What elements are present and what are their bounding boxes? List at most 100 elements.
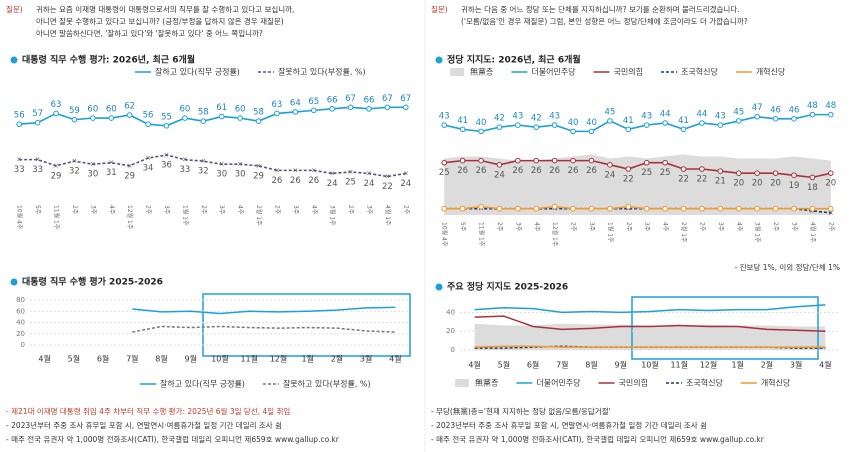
marker: × [256,162,262,170]
marker [90,115,96,121]
x-tick-label: 4주 [108,205,115,215]
x-tick-label: 4주 [533,222,540,232]
marker [478,203,484,210]
x-tick-label: 4월 [468,360,480,370]
x-tick-label: 5주 [459,222,466,232]
legend-label: 더불어민주당 [531,67,576,77]
data-label: 21 [715,177,726,187]
data-label: 45 [604,107,615,117]
data-label: 29 [51,171,62,181]
question: 귀하는 다음 중 어느 정당 또는 단체를 지지하십니까? 보기를 순환하며 불… [461,4,740,14]
marker [717,205,724,212]
line [19,106,406,127]
marker [108,115,115,121]
marker [699,205,705,212]
marker [607,118,613,124]
data-label: 26 [476,166,487,176]
x-tick-label: 2주 [827,222,834,232]
x-tick-label: 7월 [556,360,568,370]
x-tick-label: 6월 [97,354,109,364]
x-tick-label: 1월 1주 [606,222,614,243]
marker [496,205,503,212]
x-tick-label: 12월 1주 [551,222,559,247]
x-tick-label: 2주 [145,205,152,215]
data-label: 61 [216,103,227,113]
x-tick-label: 1월 1주 [181,205,189,226]
data-label: 66 [327,95,338,105]
title-dot [10,278,18,286]
x-tick-label: 11월 1주 [53,205,61,230]
marker [809,205,816,212]
y-tick-label: 20 [446,327,455,335]
marker [384,104,391,111]
marker [643,122,650,128]
data-label: 36 [161,161,172,171]
marker [625,166,632,172]
marker [588,128,595,135]
legend-label: 조국혁신당 [686,378,723,388]
marker [441,122,448,128]
line [132,325,396,333]
marker: × [311,166,317,174]
legend-label: 더불어민주당 [536,378,581,388]
data-label: 20 [733,179,744,189]
marker [310,107,317,114]
data-label: 26 [512,166,523,176]
data-label: 40 [586,118,597,128]
x-tick-label: 1월 [731,360,743,370]
y-tick-label: 0 [21,341,25,349]
marker [662,205,668,212]
x-tick-label: 3주 [790,222,797,232]
x-tick-label: 11월 [670,360,688,370]
data-label: 32 [69,167,80,177]
data-label: 60 [235,105,246,115]
data-label: 25 [439,168,450,178]
x-tick-label: 3주 [89,205,96,215]
marker: × [219,160,225,168]
data-label: 58 [198,108,209,118]
data-label: 26 [272,176,283,186]
highlight-box [202,293,411,357]
y-tick-label: 20 [16,330,25,338]
x-tick-label: 2월 [331,354,343,364]
chart-title: 주요 정당 지지도 2025-2026 [447,281,568,293]
line [474,315,826,332]
marker: × [90,160,96,168]
data-label: 40 [476,118,487,128]
legend-label: 잘하고 있다(직무 긍정률) [155,67,240,77]
x-tick-label: 3주 [365,205,372,215]
x-tick-label: 1월 [301,354,313,364]
x-tick-label: 2주 [772,222,779,232]
data-label: 45 [733,107,744,117]
marker [255,118,262,124]
x-tick-label: 2월 [761,360,773,370]
area [444,154,831,215]
marker: × [164,151,170,159]
marker: × [366,169,372,177]
marker [366,106,372,112]
legend-label: 無黨층 [475,378,498,388]
data-label: 48 [825,101,836,111]
data-label: 24 [400,179,411,189]
marker: × [403,169,409,177]
marker [515,205,521,212]
data-label: 20 [752,179,763,189]
marker [459,205,466,212]
data-label: 59 [69,106,80,116]
x-tick-label: 4주 [735,222,742,232]
data-label: 41 [678,116,689,126]
data-label: 24 [604,170,615,180]
line [444,113,831,133]
marker [496,124,503,130]
legend-label: 개혁신당 [756,67,786,77]
data-label: 20 [825,179,836,189]
x-tick-label: 11월 1주 [478,222,486,247]
data-label: 60 [179,105,190,115]
x-tick-label: 12월 [700,360,718,370]
marker [182,115,188,121]
data-label: 58 [253,108,264,118]
marker: × [274,166,280,174]
marker [625,203,632,210]
marker [791,172,797,179]
marker [735,118,742,124]
